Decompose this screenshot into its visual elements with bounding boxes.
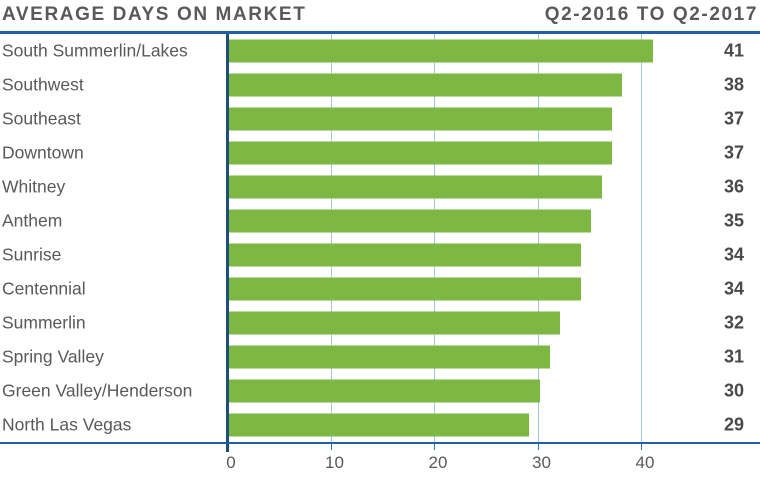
category-label: North Las Vegas — [2, 414, 132, 435]
bar — [229, 175, 602, 199]
x-tick-label-40: 40 — [635, 453, 655, 472]
value-label: 34 — [723, 278, 744, 299]
chart-period-label: Q2-2016 TO Q2-2017 — [544, 4, 758, 25]
bar-row: Summerlin 32 — [0, 306, 760, 340]
category-label: Downtown — [2, 142, 84, 163]
x-tick-label-0: 0 — [226, 453, 236, 472]
value-label: 29 — [723, 414, 744, 435]
bar — [229, 73, 623, 97]
x-axis: 0 10 20 30 40 — [0, 442, 760, 484]
bar-row: Downtown 37 — [0, 136, 760, 170]
value-label: 30 — [723, 380, 744, 401]
x-tick-mark-20 — [434, 444, 435, 450]
gridline-10 — [330, 34, 332, 442]
bar-row: Southeast 37 — [0, 102, 760, 136]
category-label: Anthem — [2, 210, 63, 231]
bar-row: Southwest 38 — [0, 68, 760, 102]
bar — [229, 39, 654, 63]
gridline-20 — [434, 34, 435, 442]
category-label: Whitney — [2, 176, 66, 197]
x-tick-mark-30 — [537, 444, 539, 450]
bar — [229, 243, 581, 267]
category-label: Summerlin — [2, 312, 86, 333]
chart-title: AVERAGE DAYS ON MARKET — [2, 4, 307, 25]
value-label: 31 — [723, 346, 744, 367]
bar-row: Sunrise 34 — [0, 238, 760, 272]
bar-row: Centennial 34 — [0, 272, 760, 306]
category-label: Spring Valley — [2, 346, 104, 367]
x-tick-label-10: 10 — [325, 453, 344, 472]
bar-row: Anthem 35 — [0, 204, 760, 238]
value-label: 32 — [723, 312, 744, 333]
bar — [229, 141, 612, 165]
x-tick-label-20: 20 — [428, 453, 448, 472]
bar-row: North Las Vegas 29 — [0, 408, 760, 442]
value-label: 34 — [723, 244, 744, 265]
gridline-30 — [537, 34, 539, 442]
bar-row: Spring Valley 31 — [0, 340, 760, 374]
x-tick-mark-0 — [226, 444, 229, 452]
value-label: 36 — [723, 176, 744, 197]
bar-row: Whitney 36 — [0, 170, 760, 204]
bar — [229, 379, 540, 403]
x-tick-mark-40 — [641, 444, 642, 450]
x-tick-label-30: 30 — [532, 453, 551, 472]
category-label: Green Valley/Henderson — [2, 380, 193, 401]
category-label: Southeast — [2, 108, 81, 129]
category-label: Centennial — [2, 278, 86, 299]
chart-header: AVERAGE DAYS ON MARKET Q2-2016 TO Q2-201… — [0, 0, 760, 34]
bar — [229, 277, 581, 301]
bar-row: Green Valley/Henderson 30 — [0, 374, 760, 408]
category-label: South Summerlin/Lakes — [2, 40, 188, 61]
bar — [229, 311, 561, 335]
bar — [229, 345, 550, 369]
bar — [229, 413, 530, 437]
value-label: 41 — [723, 40, 744, 61]
value-label: 38 — [723, 74, 744, 95]
gridline-40 — [641, 34, 642, 442]
category-label: Southwest — [2, 74, 84, 95]
bar-row: South Summerlin/Lakes 41 — [0, 34, 760, 68]
category-label: Sunrise — [2, 244, 62, 265]
plot-area: South Summerlin/Lakes 41 Southwest 38 Southe… — [0, 34, 760, 442]
y-axis-line — [226, 34, 229, 442]
value-label: 37 — [723, 142, 744, 163]
value-label: 35 — [723, 210, 744, 231]
bar — [229, 209, 592, 233]
bar — [229, 107, 612, 131]
value-label: 37 — [723, 108, 744, 129]
x-tick-mark-10 — [330, 444, 332, 450]
